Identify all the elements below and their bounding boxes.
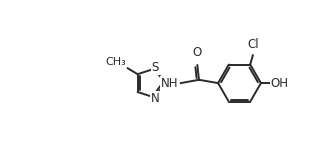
Text: O: O xyxy=(193,46,202,59)
Text: CH₃: CH₃ xyxy=(106,57,126,67)
Text: Cl: Cl xyxy=(247,38,259,51)
Text: S: S xyxy=(152,61,159,74)
Text: NH: NH xyxy=(161,77,178,90)
Text: N: N xyxy=(151,92,160,105)
Text: OH: OH xyxy=(271,77,289,90)
